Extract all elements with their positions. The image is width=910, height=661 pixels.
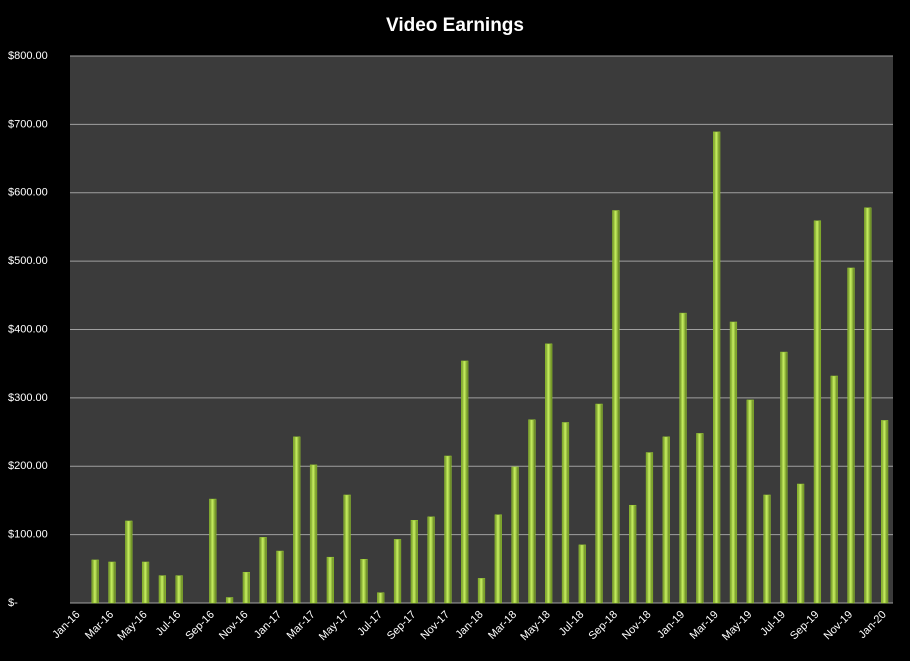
y-tick-label: $- bbox=[8, 597, 18, 609]
x-tick-label: Jan-17 bbox=[252, 609, 284, 641]
x-tick-label: Jul-18 bbox=[557, 609, 587, 639]
bar bbox=[108, 561, 116, 604]
y-tick-label: $800.00 bbox=[8, 50, 48, 62]
bar bbox=[293, 436, 301, 604]
bar bbox=[377, 592, 385, 604]
bar bbox=[461, 360, 469, 604]
bar bbox=[561, 422, 570, 604]
bar bbox=[276, 550, 284, 604]
bar bbox=[679, 312, 687, 604]
y-tick-label: $500.00 bbox=[8, 255, 48, 267]
bar bbox=[696, 433, 704, 604]
bar bbox=[259, 537, 267, 604]
bar bbox=[578, 544, 586, 604]
x-tick-label: Nov-16 bbox=[217, 609, 251, 643]
y-tick-label: $200.00 bbox=[8, 460, 48, 472]
bar bbox=[612, 210, 620, 604]
bar bbox=[880, 420, 889, 604]
x-tick-label: Sep-16 bbox=[183, 609, 217, 643]
bar bbox=[746, 399, 754, 604]
bar bbox=[662, 436, 670, 604]
y-tick-label: $400.00 bbox=[8, 323, 48, 335]
bar bbox=[125, 520, 133, 604]
bar bbox=[528, 419, 536, 604]
bar bbox=[780, 351, 788, 604]
bar bbox=[444, 455, 452, 604]
x-tick-label: Jan-20 bbox=[857, 609, 889, 641]
bar bbox=[629, 504, 637, 604]
chart-title: Video Earnings bbox=[386, 15, 524, 36]
x-tick-label: Jul-16 bbox=[154, 609, 184, 639]
bar bbox=[209, 498, 217, 604]
bar bbox=[494, 514, 502, 604]
bar bbox=[343, 494, 351, 604]
bar bbox=[427, 516, 435, 604]
bar bbox=[158, 575, 166, 604]
x-tick-label: Mar-16 bbox=[83, 609, 116, 642]
bar bbox=[645, 452, 654, 604]
bar bbox=[141, 561, 150, 604]
bar bbox=[410, 520, 418, 604]
bar bbox=[309, 464, 318, 604]
x-tick-label: May-17 bbox=[317, 609, 351, 643]
x-tick-label: Mar-19 bbox=[688, 609, 721, 642]
bar bbox=[225, 597, 234, 604]
y-tick-label: $700.00 bbox=[8, 118, 48, 130]
bar bbox=[847, 267, 855, 604]
bar bbox=[175, 575, 183, 604]
x-tick-label: Jan-16 bbox=[50, 609, 82, 641]
bar bbox=[511, 466, 519, 604]
bar bbox=[91, 559, 99, 604]
x-tick-label: Nov-18 bbox=[620, 609, 654, 643]
x-tick-label: Nov-19 bbox=[822, 609, 856, 643]
x-tick-label: Mar-17 bbox=[285, 609, 318, 642]
x-tick-label: May-16 bbox=[115, 609, 149, 643]
bar bbox=[477, 578, 486, 604]
x-tick-label: Jul-19 bbox=[758, 609, 788, 639]
y-tick-label: $300.00 bbox=[8, 392, 48, 404]
bar bbox=[545, 343, 553, 604]
x-tick-label: Mar-18 bbox=[486, 609, 519, 642]
x-tick-label: Jul-17 bbox=[355, 609, 385, 639]
bar bbox=[326, 556, 334, 604]
bar bbox=[763, 494, 771, 604]
x-tick-label: Jan-18 bbox=[453, 609, 485, 641]
bar bbox=[797, 483, 805, 604]
bar bbox=[595, 403, 603, 604]
bar bbox=[830, 375, 838, 604]
bar bbox=[393, 539, 402, 604]
bar bbox=[813, 220, 822, 604]
bar bbox=[864, 207, 872, 604]
bar bbox=[360, 558, 368, 604]
bar bbox=[729, 321, 738, 604]
x-tick-label: May-19 bbox=[720, 609, 754, 643]
x-tick-label: May-18 bbox=[518, 609, 552, 643]
x-tick-label: Nov-17 bbox=[419, 609, 453, 643]
y-tick-label: $100.00 bbox=[8, 529, 48, 541]
x-tick-label: Sep-17 bbox=[385, 609, 419, 643]
x-tick-label: Sep-18 bbox=[586, 609, 620, 643]
bar bbox=[242, 571, 250, 604]
x-tick-label: Jan-19 bbox=[655, 609, 687, 641]
bar bbox=[713, 131, 721, 604]
x-tick-label: Sep-19 bbox=[788, 609, 822, 643]
y-tick-label: $600.00 bbox=[8, 187, 48, 199]
